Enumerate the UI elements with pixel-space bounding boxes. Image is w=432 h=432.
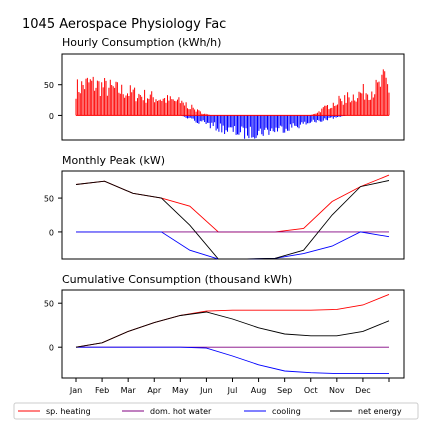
series-net [75, 180, 390, 260]
heating-bars [75, 69, 390, 116]
x-tick-label: Jun [199, 386, 213, 395]
y-tick-label: 50 [44, 195, 54, 204]
legend-box [13, 402, 419, 420]
y-tick-label: 0 [49, 228, 54, 237]
legend: sp. heating dom. hot water cooling net ener… [13, 402, 419, 420]
series-heating [75, 174, 390, 233]
cooling-bars [181, 115, 346, 139]
x-tick-label: Jan [69, 386, 82, 395]
y-tick-label: 0 [49, 112, 54, 121]
legend-label-net: net energy [358, 407, 402, 416]
panel-title: Monthly Peak (kW) [62, 154, 165, 167]
y-tick-label: 0 [49, 344, 54, 353]
x-tick-label: Feb [95, 386, 109, 395]
panel-2: Monthly Peak (kW) 0 50 [44, 154, 405, 260]
axes-frame [61, 170, 405, 260]
x-tick-label: Mar [121, 386, 137, 395]
axes-frame [61, 289, 405, 379]
x-tick-label: Dec [355, 386, 370, 395]
series-heating [75, 293, 390, 348]
panel-1: Hourly Consumption (kWh/h) 0 50 [44, 36, 405, 141]
x-tick-label: Sep [277, 386, 292, 395]
legend-label-dhw: dom. hot water [150, 407, 212, 416]
x-tick-label: Apr [147, 386, 162, 395]
x-tick-label: Oct [304, 386, 318, 395]
axes-frame [61, 53, 405, 141]
x-tick-label: Nov [329, 386, 345, 395]
series-net [75, 311, 390, 348]
panel-3: Cumulative Consumption (thousand kWh) 0 50 [44, 273, 405, 379]
y-tick-label: 50 [44, 81, 54, 90]
x-tick-label: Aug [251, 386, 267, 395]
panel-title: Hourly Consumption (kWh/h) [62, 36, 221, 49]
panel-title: Cumulative Consumption (thousand kWh) [62, 273, 292, 286]
figure-title: 1045 Aerospace Physiology Fac [22, 17, 226, 32]
month-axis: Jan Feb Mar Apr May Jun Jul Aug Sep Oct Nov Dec [69, 378, 390, 395]
series-cooling [76, 231, 390, 260]
y-tick-label: 50 [44, 300, 54, 309]
legend-label-heating: sp. heating [46, 407, 91, 416]
series-cooling [76, 346, 389, 375]
legend-label-cooling: cooling [272, 407, 301, 416]
x-tick-label: May [172, 386, 189, 395]
x-tick-label: Jul [227, 386, 238, 395]
